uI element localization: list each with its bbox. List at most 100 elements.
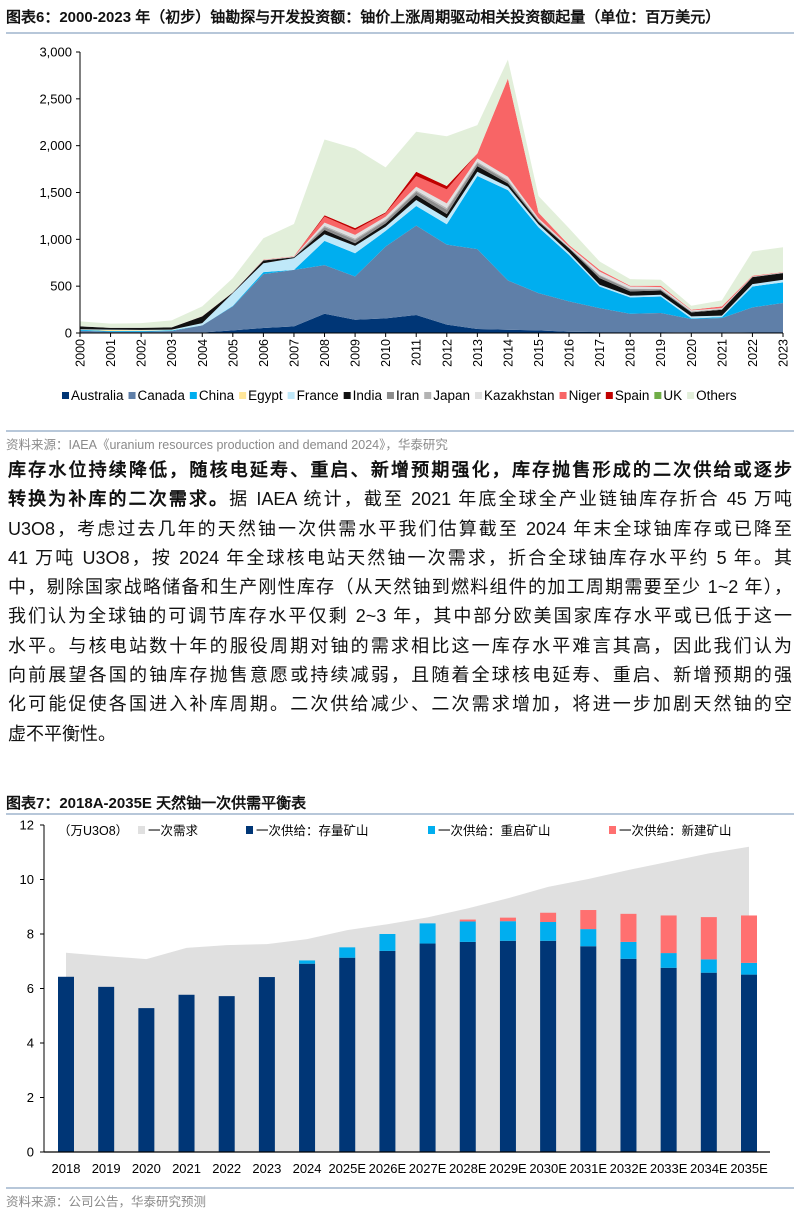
x-tick-label: 2024 <box>293 1161 322 1176</box>
x-tick-label: 2000 <box>74 339 88 367</box>
x-tick-label: 2028E <box>449 1161 487 1176</box>
x-tick-label: 2021 <box>172 1161 201 1176</box>
x-tick-label: 2035E <box>730 1161 768 1176</box>
source-divider <box>6 430 794 432</box>
paragraph-line: 中，剔除国家战略储备和生产刚性库存（从天然铀到燃料组件的加工周期需要至少 1~2… <box>8 577 792 598</box>
bar-new-mines <box>499 917 516 922</box>
x-tick-label: 2022 <box>746 339 760 367</box>
bar-existing-mines <box>540 940 557 1152</box>
x-tick-label: 2003 <box>165 339 179 367</box>
bar-existing-mines <box>138 1008 155 1152</box>
figure-7-title: 图表7：2018A-2035E 天然铀一次供需平衡表 <box>6 795 307 812</box>
x-tick-label: 2027E <box>409 1161 447 1176</box>
paragraph-line: 41 万吨 U3O8，按 2024 年全球核电站天然铀一次需求，折合全球铀库存水… <box>8 547 792 568</box>
bar-restarted-mines <box>660 953 677 968</box>
y-tick-label: 3,000 <box>39 45 72 60</box>
bar-existing-mines <box>258 977 275 1152</box>
bar-restarted-mines <box>379 934 396 951</box>
legend-label-spain: Spain <box>615 388 650 403</box>
area-series-china <box>80 176 783 332</box>
body-text: 据 IAEA 统计，截至 2021 年底全球全产业链铀库存折合 45 万吨 <box>229 489 793 510</box>
legend-swatch <box>138 826 145 834</box>
x-tick-label: 2008 <box>318 339 332 367</box>
bar-restarted-mines <box>419 923 436 944</box>
x-tick-label: 2012 <box>440 339 454 367</box>
x-tick-label: 2013 <box>471 339 485 367</box>
x-tick-label: 2001 <box>104 339 118 367</box>
bar-restarted-mines <box>339 947 356 958</box>
x-tick-label: 2023 <box>252 1161 281 1176</box>
legend-label-kazakhstan: Kazakhstan <box>484 388 555 403</box>
bar-existing-mines <box>98 986 115 1152</box>
bar-existing-mines <box>499 940 516 1152</box>
legend-swatch <box>609 826 616 834</box>
bar-existing-mines <box>700 972 717 1152</box>
legend-label-uk: UK <box>663 388 682 403</box>
legend-swatch-india <box>343 392 351 399</box>
x-tick-label: 2033E <box>650 1161 688 1176</box>
x-tick-label: 2020 <box>685 339 699 367</box>
bar-restarted-mines <box>700 959 717 973</box>
legend-label: 一次需求 <box>148 824 199 838</box>
bar-restarted-mines <box>741 962 757 975</box>
paragraph-line: 向前展望各国的铀库存抛售意愿或持续减弱，且随着全球核电延寿、重启、新增预期的强 <box>8 665 792 686</box>
legend-label-canada: Canada <box>138 388 186 403</box>
x-tick-label: 2030E <box>529 1161 567 1176</box>
x-tick-label: 2034E <box>690 1161 728 1176</box>
bar-existing-mines <box>379 950 396 1152</box>
bar-existing-mines <box>339 957 356 1152</box>
bar-restarted-mines <box>299 960 316 964</box>
legend-swatch-spain <box>605 392 613 399</box>
x-tick-label: 2021 <box>715 339 729 367</box>
bar-existing-mines <box>620 958 637 1152</box>
legend-label-australia: Australia <box>71 388 124 403</box>
legend-label-egypt: Egypt <box>248 388 283 403</box>
legend-label-others: Others <box>696 388 737 403</box>
source-divider <box>6 1187 794 1189</box>
paragraph-line: 库存水位持续降低，随核电延寿、重启、新增预期强化，库存抛售形成的二次供给或逐步 <box>8 456 792 485</box>
legend-swatch-japan <box>424 392 432 399</box>
legend-label: 一次供给：新建矿山 <box>619 823 732 838</box>
bar-existing-mines <box>741 974 757 1152</box>
x-tick-label: 2022 <box>212 1161 241 1176</box>
x-tick-label: 2002 <box>135 339 149 367</box>
bar-restarted-mines <box>540 922 557 941</box>
figure-7-source: 资料来源：公司公告，华泰研究预测 <box>6 1195 207 1209</box>
y-tick-label: 2 <box>27 1090 34 1105</box>
x-tick-label: 2006 <box>257 339 271 367</box>
area-series-india <box>80 166 783 330</box>
paragraph-line: 虚不平衡性。 <box>8 723 116 744</box>
x-tick-label: 2018 <box>624 339 638 367</box>
demand-area <box>66 846 749 1152</box>
x-tick-label: 2010 <box>379 339 393 367</box>
legend-swatch-australia <box>62 392 69 399</box>
y-tick-label: 0 <box>65 326 72 341</box>
bar-restarted-mines <box>580 929 597 947</box>
key-point-text: 库存水位持续降低，随核电延寿、重启、新增预期强化，库存抛售形成的二次供给或逐步 <box>8 460 792 480</box>
legend-label-china: China <box>199 388 235 403</box>
legend-label-iran: Iran <box>396 388 419 403</box>
legend-swatch <box>428 826 435 834</box>
bar-new-mines <box>540 912 557 923</box>
x-tick-label: 2007 <box>287 339 301 367</box>
x-tick-label: 2011 <box>410 339 424 366</box>
y-tick-label: 0 <box>27 1145 34 1160</box>
y-tick-label: 1,000 <box>39 232 72 247</box>
x-tick-label: 2032E <box>610 1161 648 1176</box>
legend-swatch-china <box>189 392 197 399</box>
legend-swatch <box>246 826 253 834</box>
supply-demand-bar-chart: 2018 2019 2020 2021 2022 2023 2024 2025E 2026E 20… <box>20 818 770 1176</box>
paragraph-line: 水平。与核电站数十年的服役周期对铀的需求相比这一库存水平难言其高，因此我们认为 <box>8 635 792 656</box>
bar-new-mines <box>580 910 597 930</box>
body-paragraph: 库存水位持续降低，随核电延寿、重启、新增预期强化，库存抛售形成的二次供给或逐步 … <box>8 456 792 749</box>
area-series-canada <box>80 225 783 333</box>
figure-6-source: 资料来源：IAEA《uranium resources production a… <box>6 438 448 452</box>
bar-restarted-mines <box>459 921 476 942</box>
y-tick-label: 12 <box>20 818 34 833</box>
y-tick-label: 10 <box>20 872 34 887</box>
legend-swatch-niger <box>559 392 567 399</box>
bar-restarted-mines <box>620 941 637 959</box>
y-tick-label: 500 <box>50 279 72 294</box>
y-tick-label: 1,500 <box>39 185 72 200</box>
y-tick-label: 2,500 <box>39 91 72 106</box>
